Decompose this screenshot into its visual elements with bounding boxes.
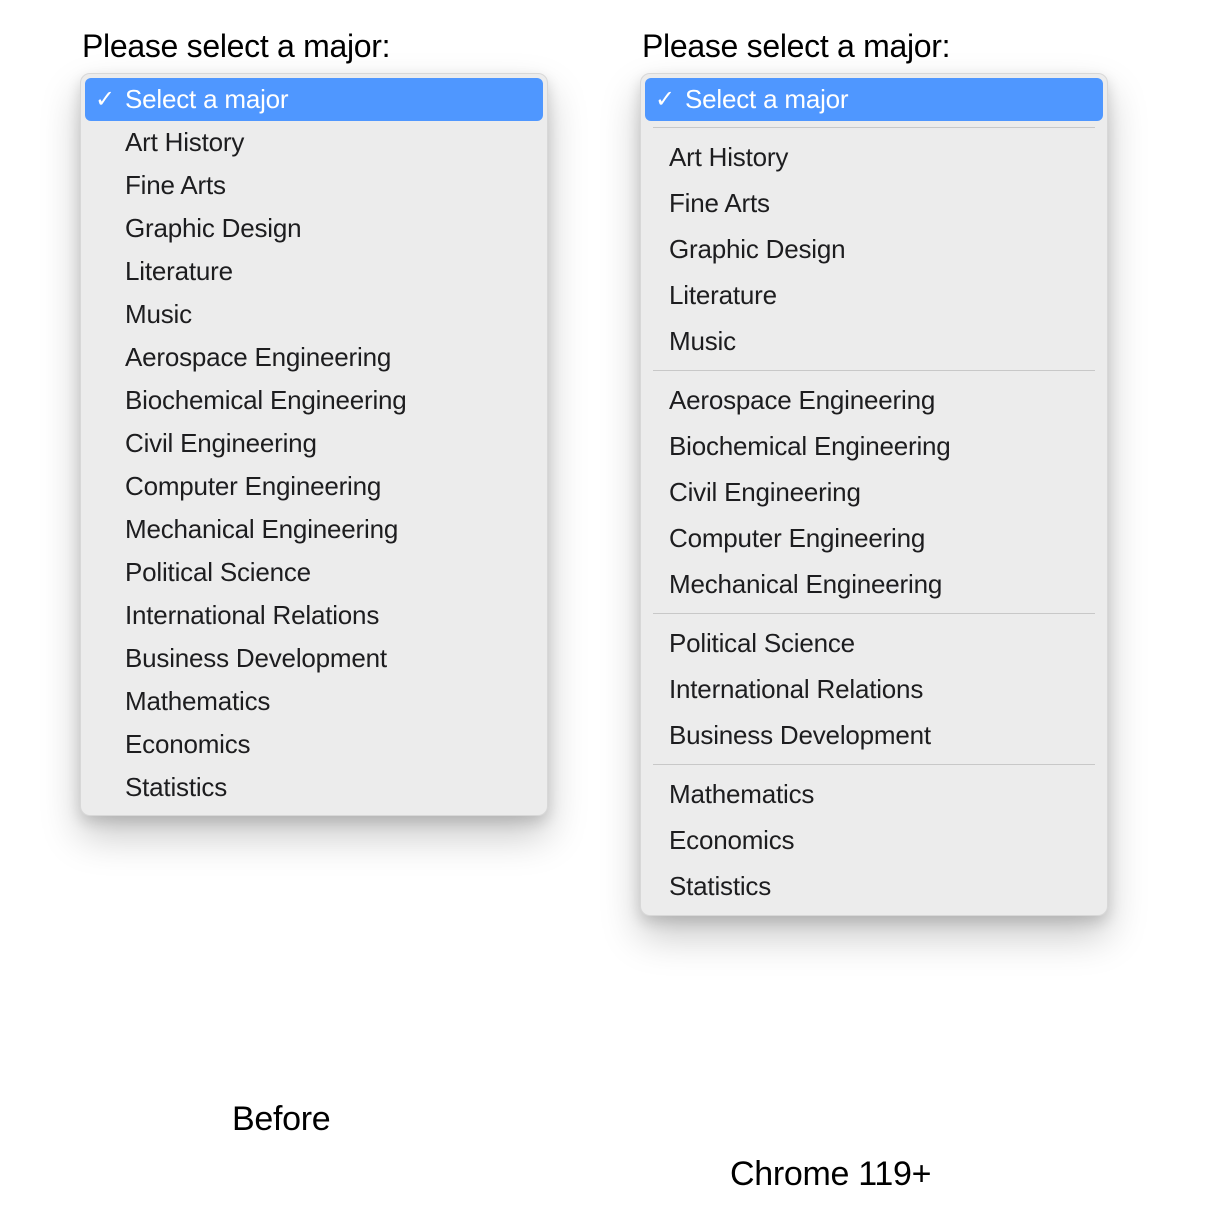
select-option[interactable]: Literature: [81, 250, 547, 293]
option-label: Music: [669, 326, 736, 357]
option-label: Graphic Design: [125, 213, 301, 244]
before-panel: Please select a major: ✓ Select a major …: [80, 28, 570, 816]
option-label: Civil Engineering: [669, 477, 861, 508]
group-divider: [653, 764, 1095, 765]
option-label: Statistics: [669, 871, 771, 902]
select-option[interactable]: Art History: [81, 121, 547, 164]
select-option[interactable]: Political Science: [81, 551, 547, 594]
option-label: Select a major: [125, 84, 288, 115]
select-option[interactable]: Mathematics: [641, 771, 1107, 817]
select-option[interactable]: Economics: [641, 817, 1107, 863]
option-label: Political Science: [125, 557, 311, 588]
option-label: Economics: [125, 729, 250, 760]
option-label: Mathematics: [669, 779, 814, 810]
select-option[interactable]: Mechanical Engineering: [641, 561, 1107, 607]
option-label: Art History: [669, 142, 788, 173]
option-label: Civil Engineering: [125, 428, 317, 459]
option-label: Fine Arts: [125, 170, 226, 201]
before-prompt: Please select a major:: [82, 28, 570, 65]
before-selected-option[interactable]: ✓ Select a major: [85, 78, 543, 121]
option-label: Select a major: [685, 84, 848, 115]
option-label: Literature: [669, 280, 777, 311]
option-label: Aerospace Engineering: [125, 342, 391, 373]
option-label: Literature: [125, 256, 233, 287]
option-label: Political Science: [669, 628, 855, 659]
select-option[interactable]: Computer Engineering: [641, 515, 1107, 561]
option-label: International Relations: [669, 674, 923, 705]
after-select-menu[interactable]: ✓ Select a major Art History Fine Arts Gra…: [640, 73, 1108, 916]
option-label: Biochemical Engineering: [669, 431, 951, 462]
group-divider: [653, 370, 1095, 371]
select-option[interactable]: Computer Engineering: [81, 465, 547, 508]
option-label: Business Development: [669, 720, 931, 751]
select-option[interactable]: Aerospace Engineering: [641, 377, 1107, 423]
select-option[interactable]: Business Development: [641, 712, 1107, 758]
select-option[interactable]: Fine Arts: [81, 164, 547, 207]
select-option[interactable]: Civil Engineering: [81, 422, 547, 465]
select-option[interactable]: Mechanical Engineering: [81, 508, 547, 551]
option-label: Art History: [125, 127, 244, 158]
after-selected-option[interactable]: ✓ Select a major: [645, 78, 1103, 121]
select-option[interactable]: Business Development: [81, 637, 547, 680]
option-label: Computer Engineering: [125, 471, 381, 502]
select-option[interactable]: Music: [641, 318, 1107, 364]
option-label: Mathematics: [125, 686, 270, 717]
select-option[interactable]: Literature: [641, 272, 1107, 318]
option-label: Aerospace Engineering: [669, 385, 935, 416]
group-divider: [653, 613, 1095, 614]
option-label: Mechanical Engineering: [669, 569, 942, 600]
select-option[interactable]: International Relations: [641, 666, 1107, 712]
option-label: International Relations: [125, 600, 379, 631]
option-label: Biochemical Engineering: [125, 385, 407, 416]
comparison-stage: Please select a major: ✓ Select a major …: [0, 0, 1205, 1222]
select-option[interactable]: Political Science: [641, 620, 1107, 666]
select-option[interactable]: Economics: [81, 723, 547, 766]
select-option[interactable]: Biochemical Engineering: [641, 423, 1107, 469]
after-caption: Chrome 119+: [730, 1155, 931, 1194]
checkmark-icon: ✓: [95, 88, 125, 112]
group-divider: [653, 127, 1095, 128]
select-option[interactable]: Graphic Design: [641, 226, 1107, 272]
select-option[interactable]: International Relations: [81, 594, 547, 637]
option-label: Economics: [669, 825, 794, 856]
option-label: Music: [125, 299, 192, 330]
select-option[interactable]: Art History: [641, 134, 1107, 180]
before-caption: Before: [232, 1100, 330, 1139]
select-option[interactable]: Statistics: [81, 766, 547, 809]
select-option[interactable]: Aerospace Engineering: [81, 336, 547, 379]
option-label: Fine Arts: [669, 188, 770, 219]
select-option[interactable]: Statistics: [641, 863, 1107, 909]
before-select-menu[interactable]: ✓ Select a major Art History Fine Arts Gra…: [80, 73, 548, 816]
select-option[interactable]: Fine Arts: [641, 180, 1107, 226]
select-option[interactable]: Civil Engineering: [641, 469, 1107, 515]
option-label: Graphic Design: [669, 234, 845, 265]
checkmark-icon: ✓: [655, 88, 685, 112]
after-panel: Please select a major: ✓ Select a major …: [640, 28, 1130, 916]
select-option[interactable]: Music: [81, 293, 547, 336]
select-option[interactable]: Graphic Design: [81, 207, 547, 250]
select-option[interactable]: Mathematics: [81, 680, 547, 723]
option-label: Business Development: [125, 643, 387, 674]
select-option[interactable]: Biochemical Engineering: [81, 379, 547, 422]
option-label: Computer Engineering: [669, 523, 925, 554]
after-prompt: Please select a major:: [642, 28, 1130, 65]
option-label: Mechanical Engineering: [125, 514, 398, 545]
option-label: Statistics: [125, 772, 227, 803]
